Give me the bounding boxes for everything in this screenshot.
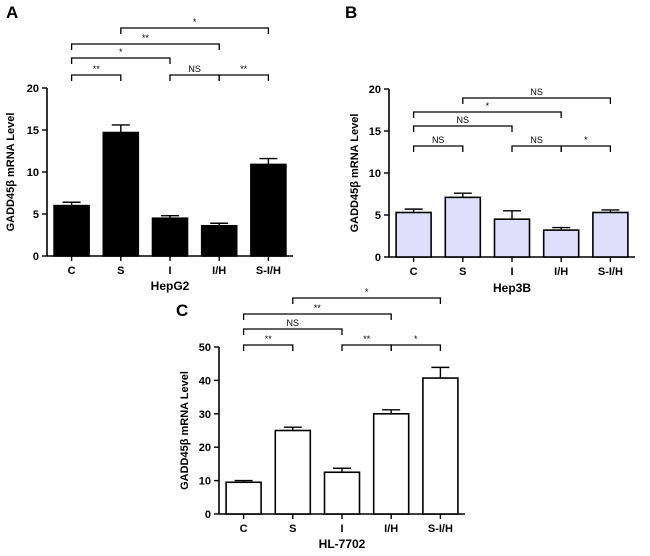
significance-bracket [412, 125, 513, 132]
x-tick-label: I [168, 265, 171, 277]
x-tick-label: C [68, 265, 76, 277]
significance-bracket [560, 145, 612, 152]
y-tick-label: 0 [375, 252, 381, 264]
bar-c [225, 481, 262, 515]
y-tick-label: 0 [33, 251, 39, 263]
y-tick-label: 20 [369, 84, 381, 96]
x-tick-label: S [289, 523, 296, 535]
y-tick-label: 0 [205, 509, 211, 521]
significance-label: NS [188, 64, 201, 74]
bar-i-h [200, 224, 238, 257]
x-axis-title: HL-7702 [319, 537, 366, 551]
significance-bracket [341, 344, 392, 351]
significance-label: NS [287, 318, 300, 328]
x-tick-label: S [117, 265, 124, 277]
x-tick-label: I/H [384, 523, 398, 535]
significance-label: * [365, 287, 369, 297]
significance-label: * [193, 17, 197, 27]
y-tick-label: 40 [199, 375, 211, 387]
significance-bracket [70, 74, 122, 81]
bar-s [444, 196, 482, 258]
bar-i-h [542, 229, 580, 258]
significance-bracket [292, 297, 442, 304]
bar-s [102, 131, 140, 257]
bar-s-i-h [592, 211, 629, 258]
significance-bracket [242, 313, 392, 320]
significance-bracket [70, 57, 171, 64]
significance-label: ** [314, 303, 322, 313]
y-tick-label: 30 [199, 409, 211, 421]
bar-i [493, 218, 531, 258]
y-tick-label: 20 [27, 83, 39, 95]
y-tick-label: 15 [27, 125, 39, 137]
x-tick-label: C [410, 266, 418, 278]
bar-c [395, 211, 432, 258]
significance-bracket [511, 145, 562, 152]
bar-s-i-h [250, 163, 287, 257]
bar-s [274, 429, 312, 515]
panel-letter: B [345, 3, 357, 22]
x-tick-label: I/H [554, 266, 568, 278]
significance-label: ** [142, 33, 150, 43]
bar-s-i-h [422, 377, 459, 515]
bar-i-h [372, 412, 410, 515]
significance-bracket [242, 344, 294, 351]
significance-label: ** [363, 334, 371, 344]
x-tick-label: I [510, 266, 513, 278]
significance-bracket [412, 145, 464, 152]
significance-bracket [169, 74, 220, 81]
significance-label: * [584, 135, 588, 145]
significance-label: * [119, 47, 123, 57]
significance-label: ** [93, 64, 101, 74]
x-tick-label: C [240, 523, 248, 535]
y-tick-label: 5 [33, 209, 39, 221]
significance-label: NS [530, 135, 543, 145]
y-tick-label: 50 [199, 342, 211, 354]
x-tick-label: I [340, 523, 343, 535]
significance-bracket [242, 328, 343, 335]
y-axis-title: GADD45β mRNA Level [5, 113, 17, 232]
y-tick-label: 15 [369, 126, 381, 138]
y-tick-label: 10 [369, 168, 381, 180]
bar-c [53, 204, 90, 257]
y-tick-label: 20 [199, 442, 211, 454]
y-tick-label: 10 [199, 476, 211, 488]
x-tick-label: S-I/H [428, 523, 453, 535]
y-tick-label: 10 [27, 167, 39, 179]
bar-i [151, 217, 189, 257]
significance-label: NS [432, 135, 445, 145]
panel-letter: A [6, 3, 18, 22]
x-tick-label: I/H [212, 265, 226, 277]
significance-bracket [462, 97, 612, 104]
significance-label: * [414, 334, 418, 344]
chart-panel-b: B 0 5 10 15 20 C S I I/H S-I/H Hep3B GADD45β mRNA Le… [345, 3, 635, 295]
x-axis-title: HepG2 [151, 279, 190, 293]
x-tick-label: S-I/H [598, 266, 623, 278]
chart-panel-c: C 0 10 20 30 40 50 C S I I/H S-I/H HL-7702 GADD45β mR… [176, 287, 465, 551]
y-axis-title: GADD45β mRNA Level [349, 114, 361, 233]
x-tick-label: S-I/H [256, 265, 281, 277]
bar-i [323, 471, 361, 515]
significance-bracket [70, 43, 220, 50]
significance-label: * [486, 101, 490, 111]
chart-panel-a: A 0 5 10 15 20 C S I I/H S-I/H HepG2 GADD45β mRNA Le… [5, 3, 293, 293]
significance-label: ** [265, 334, 273, 344]
significance-bracket [120, 27, 270, 34]
significance-label: ** [240, 64, 248, 74]
x-axis-title: Hep3B [493, 281, 531, 295]
y-axis-title: GADD45β mRNA Level [179, 371, 191, 490]
significance-label: NS [530, 87, 543, 97]
significance-bracket [412, 111, 562, 118]
significance-label: NS [457, 115, 470, 125]
significance-bracket [218, 74, 270, 81]
significance-bracket [390, 344, 442, 351]
x-tick-label: S [459, 266, 466, 278]
y-tick-label: 5 [375, 210, 381, 222]
panel-letter: C [176, 301, 188, 320]
